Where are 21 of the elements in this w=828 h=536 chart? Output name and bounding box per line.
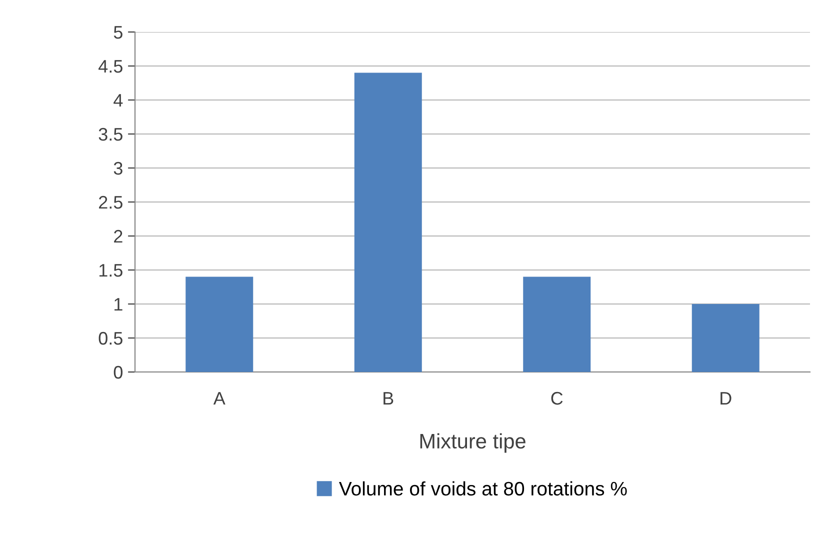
y-tick-label: 1.5	[99, 264, 122, 277]
x-tick-label: B	[384, 392, 394, 405]
y-tick-label: 2	[114, 230, 122, 243]
x-tick-label: C	[551, 392, 563, 405]
y-tick-label: 4.5	[98, 60, 122, 73]
y-tick-label: 1	[114, 298, 122, 311]
y-tick-label: 5	[114, 26, 122, 39]
y-tick-label: 0.5	[98, 332, 122, 345]
legend-label: Volume of voids at 80 rotations %	[338, 481, 627, 496]
y-tick-label: 0	[114, 366, 122, 379]
bar	[354, 72, 422, 372]
bar	[186, 276, 254, 372]
y-tick-label: 2.5	[99, 196, 122, 209]
x-axis-title: Mixture tipe	[420, 433, 526, 453]
x-tick-label: D	[720, 392, 732, 405]
bar	[523, 276, 591, 372]
x-tick-label: A	[213, 392, 226, 405]
y-tick-label: 3.5	[98, 128, 122, 141]
bar	[692, 304, 760, 372]
y-tick-label: 4	[114, 94, 123, 107]
y-tick-label: 3	[114, 162, 122, 175]
